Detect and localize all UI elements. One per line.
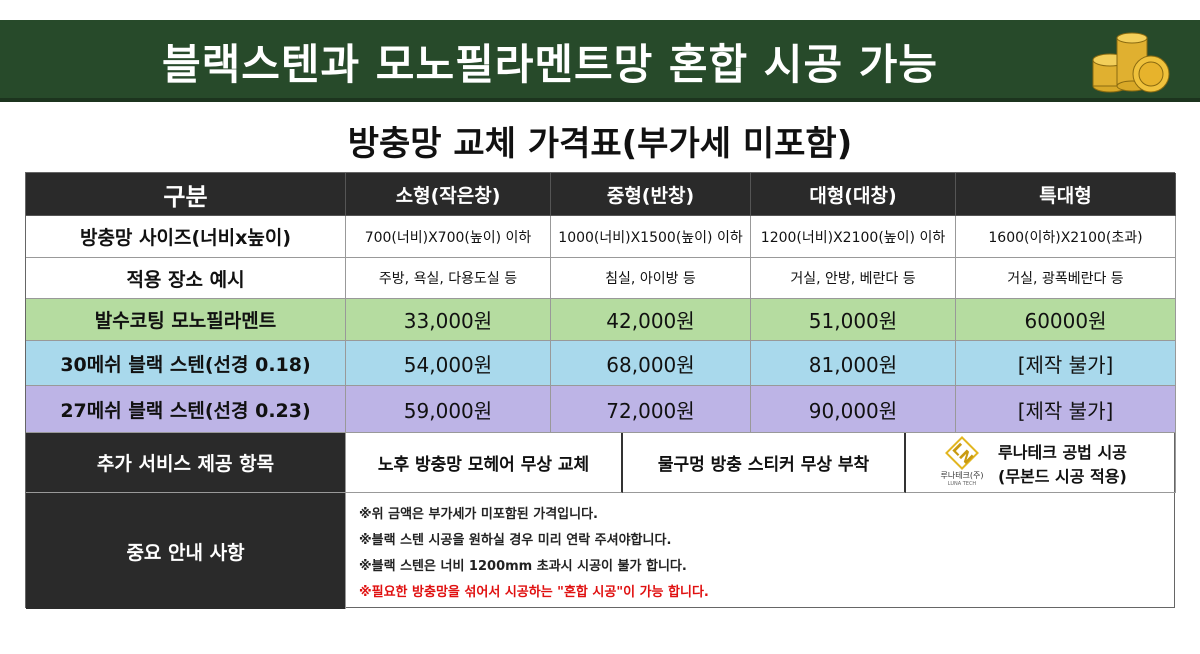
row-label: 방충망 사이즈(너비x높이) — [26, 216, 346, 258]
price-cell: 33,000원 — [346, 299, 551, 341]
row-label: 27메쉬 블랙 스텐(선경 0.23) — [26, 386, 346, 433]
method-line: 루나테크 공법 시공 — [998, 443, 1127, 462]
price-cell: 1000(너비)X1500(높이) 이하 — [551, 216, 751, 258]
logo-name: 루나테크(주) — [940, 471, 984, 480]
row-label: 30메쉬 블랙 스텐(선경 0.18) — [26, 341, 346, 386]
row-label: 적용 장소 예시 — [26, 258, 346, 299]
service-label: 추가 서비스 제공 항목 — [26, 433, 346, 493]
price-cell: 1600(이하)X2100(초과) — [956, 216, 1176, 258]
header-cell: 대형(대창) — [751, 173, 956, 216]
logo: LN 루나테크(주) LUNA TECH — [936, 436, 988, 487]
header-cell: 특대형 — [956, 173, 1176, 216]
method-line: (무본드 시공 적용) — [998, 467, 1127, 486]
banner-title: 블랙스텐과 모노필라멘트망 혼합 시공 가능 — [161, 39, 938, 89]
price-cell: 90,000원 — [751, 386, 956, 433]
price-cell: 81,000원 — [751, 341, 956, 386]
note-line: ※위 금액은 부가세가 미포함된 가격입니다. — [359, 507, 599, 522]
price-cell: 68,000원 — [551, 341, 751, 386]
price-cell: 54,000원 — [346, 341, 551, 386]
price-cell: 60000원 — [956, 299, 1176, 341]
note-line: ※필요한 방충망을 섞어서 시공하는 "혼합 시공"이 가능 합니다. — [359, 585, 709, 600]
price-cell: 42,000원 — [551, 299, 751, 341]
price-cell: 1200(너비)X2100(높이) 이하 — [751, 216, 956, 258]
header-cell: 구분 — [26, 173, 346, 216]
price-cell: 거실, 광폭베란다 등 — [956, 258, 1176, 299]
logo-mark: LN — [945, 436, 979, 470]
price-cell: [제작 불가] — [956, 386, 1176, 433]
logo-sub: LUNA TECH — [947, 481, 977, 487]
row-label: 발수코팅 모노필라멘트 — [26, 299, 346, 341]
coins-icon — [1092, 32, 1170, 93]
header-cell: 중형(반창) — [551, 173, 751, 216]
price-cell: 72,000원 — [551, 386, 751, 433]
price-cell: 주방, 욕실, 다용도실 등 — [346, 258, 551, 299]
service-item: 노후 방충망 모헤어 무상 교체 — [346, 433, 623, 493]
price-cell: 51,000원 — [751, 299, 956, 341]
banner — [0, 20, 1200, 102]
price-cell: 59,000원 — [346, 386, 551, 433]
price-cell: 거실, 안방, 베란다 등 — [751, 258, 956, 299]
price-cell: [제작 불가] — [956, 341, 1176, 386]
subtitle: 방충망 교체 가격표(부가세 미포함) — [347, 123, 853, 164]
service-logo-cell: LN 루나테크(주) LUNA TECH 루나테크 공법 시공 (무본드 시공 적용) — [906, 433, 1176, 493]
price-cell: 침실, 아이방 등 — [551, 258, 751, 299]
notes-label: 중요 안내 사항 — [26, 493, 346, 609]
note-line: ※블랙 스텐은 너비 1200mm 초과시 시공이 불가 합니다. — [359, 559, 687, 574]
header-cell: 소형(작은창) — [346, 173, 551, 216]
note-line: ※블랙 스텐 시공을 원하실 경우 미리 연락 주셔야합니다. — [359, 533, 672, 548]
service-item: 물구멍 방충 스티커 무상 부착 — [623, 433, 906, 493]
price-cell: 700(너비)X700(높이) 이하 — [346, 216, 551, 258]
